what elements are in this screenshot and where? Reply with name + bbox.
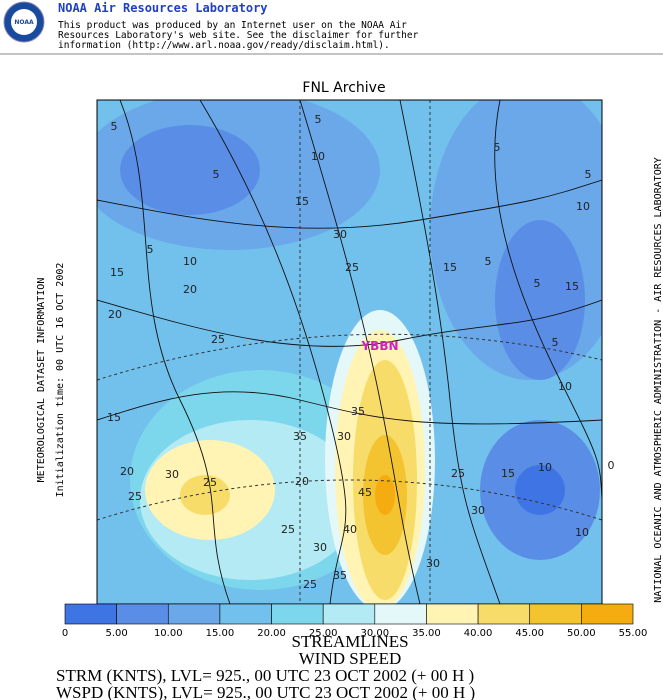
contour-label: 35	[351, 405, 365, 418]
contour-label: 15	[501, 467, 515, 480]
contour-label: 25	[451, 467, 465, 480]
contour-label: 30	[165, 468, 179, 481]
colorbar-swatch	[219, 603, 272, 625]
colorbar-label: 20.00	[257, 628, 286, 639]
contour-label: 20	[120, 465, 134, 478]
contour-label: 35	[333, 569, 347, 582]
contour-label: 20	[183, 283, 197, 296]
contour-label: 10	[538, 461, 552, 474]
colorbar-label: 0	[62, 628, 68, 639]
colorbar-swatch	[529, 603, 582, 625]
header-line: information (http://www.arl.noaa.gov/rea…	[58, 40, 390, 51]
contour-label: 15	[110, 266, 124, 279]
colorbar-swatch	[374, 603, 427, 625]
contour-label: 15	[295, 195, 309, 208]
colorbar-label: 5.00	[106, 628, 128, 639]
contour-label: 5	[485, 255, 492, 268]
colorbar-swatch	[322, 603, 376, 625]
colorbar-label: 25.00	[309, 628, 338, 639]
contour-label: 15	[565, 280, 579, 293]
colorbar-label: 10.00	[154, 628, 183, 639]
contour-label: 15	[443, 261, 457, 274]
contour-label: 5	[111, 120, 118, 133]
contour-label: 30	[471, 504, 485, 517]
colorbar-label: 35.00	[412, 628, 441, 639]
side-label: Initialization time: 00 UTC 16 OCT 2002	[55, 263, 66, 498]
colorbar-swatch	[426, 603, 479, 625]
contour-label: 10	[576, 200, 590, 213]
colorbar-swatch	[477, 603, 531, 625]
colorbar-swatch	[581, 603, 634, 625]
map-title: FNL Archive	[302, 80, 385, 96]
header-line: Resources Laboratory's web site. See the…	[58, 30, 419, 41]
contour-label: 20	[108, 308, 122, 321]
contour-label: 25	[211, 333, 225, 346]
contour-label: 5	[213, 168, 220, 181]
contour-label: 10	[183, 255, 197, 268]
contour-label: 0	[608, 459, 615, 472]
contour-label: 25	[303, 578, 317, 591]
header-title: NOAA Air Resources Laboratory	[58, 1, 268, 15]
contour-label: 25	[345, 261, 359, 274]
colorbar-label: 45.00	[515, 628, 544, 639]
noaa-logo-inner	[11, 9, 37, 35]
colorbar-swatch	[167, 603, 221, 625]
contour-label: 15	[107, 411, 121, 424]
contour-label: 30	[333, 228, 347, 241]
contour-label: 20	[295, 475, 309, 488]
colorbar-swatch	[116, 603, 169, 625]
colorbar-swatch	[64, 603, 117, 625]
contour-label: 5	[585, 168, 592, 181]
footer-line: WSPD (KNTS), LVL= 925., 00 UTC 23 OCT 20…	[56, 683, 475, 700]
colorbar-swatch	[271, 603, 324, 625]
contour-label: 5	[552, 336, 559, 349]
footer-line: WIND SPEED	[299, 649, 401, 668]
colorbar-label: 30.00	[360, 628, 389, 639]
contour-label: 30	[337, 430, 351, 443]
contour-label: 5	[494, 141, 501, 154]
colorbar-label: 55.00	[619, 628, 648, 639]
contour-label: 10	[311, 150, 325, 163]
colorbar-label: 50.00	[567, 628, 596, 639]
contour-label: 25	[281, 523, 295, 536]
colorbar-label: 15.00	[206, 628, 235, 639]
contour-label: 45	[358, 486, 372, 499]
colorbar-label: 40.00	[464, 628, 493, 639]
contour-label: 5	[315, 113, 322, 126]
side-label: METEOROLOGICAL DATASET INFORMATION	[36, 278, 47, 483]
contour-label: 10	[575, 526, 589, 539]
contour-label: 30	[426, 557, 440, 570]
contour-label: 10	[558, 380, 572, 393]
contour-label: 40	[343, 523, 357, 536]
footer-line: STRM (KNTS), LVL= 925., 00 UTC 23 OCT 20…	[56, 666, 474, 685]
map-field	[97, 100, 602, 604]
contour-label: 35	[293, 430, 307, 443]
logo-text: NOAA	[14, 19, 34, 26]
side-label: NATIONAL OCEANIC AND ATMOSPHERIC ADMINIS…	[653, 157, 663, 603]
contour-label: 5	[147, 243, 154, 256]
footer-line: STREAMLINES	[291, 632, 408, 651]
contour-label: 25	[128, 490, 142, 503]
header-line: This product was produced by an Internet…	[58, 20, 407, 31]
contour-label: 5	[534, 277, 541, 290]
contour-label: 25	[203, 476, 217, 489]
contour-label: 30	[313, 541, 327, 554]
station-label: YBBN	[360, 339, 398, 353]
